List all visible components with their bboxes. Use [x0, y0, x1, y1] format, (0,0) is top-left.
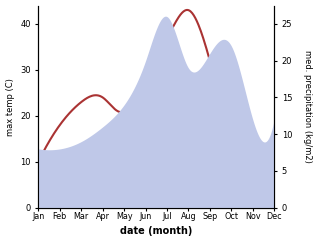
Y-axis label: max temp (C): max temp (C)	[5, 78, 15, 136]
Y-axis label: med. precipitation (kg/m2): med. precipitation (kg/m2)	[303, 50, 313, 163]
X-axis label: date (month): date (month)	[120, 227, 192, 236]
